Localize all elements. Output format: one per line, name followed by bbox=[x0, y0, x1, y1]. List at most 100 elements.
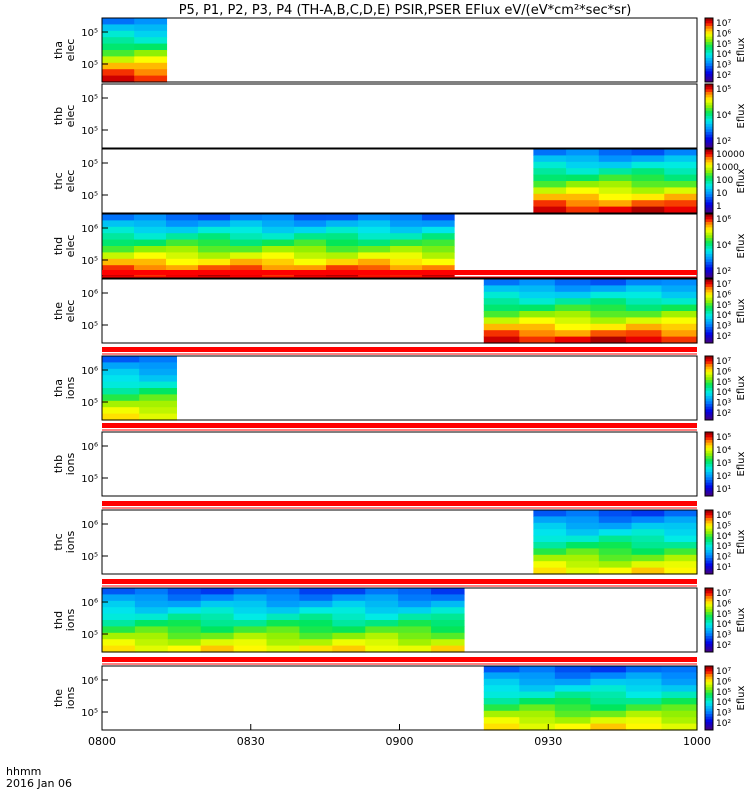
spectrogram-cell bbox=[483, 279, 520, 286]
colorbar-segment bbox=[705, 214, 713, 218]
colorbar-segment bbox=[705, 598, 713, 602]
colorbar-segment bbox=[705, 129, 713, 133]
colorbar-frame bbox=[704, 83, 714, 149]
panel-ylabel: ions bbox=[64, 608, 77, 631]
colorbar-segment bbox=[705, 714, 713, 718]
spectrogram-cell bbox=[431, 588, 465, 595]
spectrogram-cell bbox=[631, 168, 665, 176]
spectrogram-cell bbox=[102, 246, 135, 253]
spectrogram-cell bbox=[554, 717, 591, 725]
spectrogram-cell bbox=[625, 279, 663, 286]
spectrogram-cell bbox=[233, 600, 268, 608]
spectrogram-cell bbox=[566, 200, 600, 208]
spectrogram-cell bbox=[519, 666, 556, 673]
colorbar-segment bbox=[705, 536, 713, 540]
colorbar-segment bbox=[705, 638, 713, 642]
colorbar-segment bbox=[705, 480, 713, 484]
spectrogram-cell bbox=[134, 43, 168, 51]
spectrogram-cell bbox=[533, 187, 567, 195]
colorbar-segment bbox=[705, 614, 713, 618]
spectrogram-cell bbox=[166, 271, 199, 279]
spectrogram-cell bbox=[266, 594, 301, 602]
spectrogram-cell bbox=[294, 220, 327, 228]
colorbar-segment bbox=[705, 523, 713, 527]
colorbar-segment bbox=[705, 240, 713, 244]
colorbar-frame bbox=[704, 665, 714, 731]
colorbar-segment bbox=[705, 692, 713, 696]
colorbar-segment bbox=[705, 227, 713, 231]
colorbar-segment bbox=[705, 622, 713, 626]
spectrogram-cell bbox=[422, 258, 455, 266]
colorbar-tick-label: 10² bbox=[716, 332, 731, 342]
colorbar-segment bbox=[705, 42, 713, 46]
colorbar-segment bbox=[705, 687, 713, 691]
spectrogram-cell bbox=[102, 645, 136, 653]
spectrogram-cell bbox=[533, 535, 567, 543]
colorbar-segment bbox=[705, 300, 713, 304]
colorbar-segment bbox=[705, 515, 713, 519]
colorbar-segment bbox=[705, 401, 713, 405]
spectrogram-cell bbox=[398, 594, 432, 602]
spectrogram-cell bbox=[233, 626, 268, 634]
spectrogram-cell bbox=[326, 239, 359, 247]
colorbar-frame bbox=[704, 509, 714, 575]
spectrogram-cell bbox=[554, 291, 591, 299]
spectrogram-cell bbox=[431, 607, 465, 615]
spectrogram-cell bbox=[134, 645, 169, 653]
spectrogram-cell bbox=[390, 239, 423, 247]
spectrogram-cell bbox=[134, 620, 169, 627]
spectrogram-cell bbox=[422, 233, 455, 241]
colorbar-frame bbox=[704, 431, 714, 497]
spectrogram-cell bbox=[664, 155, 698, 163]
spectrogram-cell bbox=[139, 381, 177, 389]
y-tick-label: 10⁵ bbox=[81, 630, 98, 641]
colorbar-segment bbox=[705, 20, 713, 24]
spectrogram-cell bbox=[134, 632, 169, 640]
spectrogram-cell bbox=[332, 620, 366, 627]
panel-frame bbox=[101, 148, 698, 214]
spectrogram-cell bbox=[664, 542, 698, 549]
spectrogram-cell bbox=[230, 258, 263, 266]
colorbar-segment bbox=[705, 568, 713, 572]
colorbar-segment bbox=[705, 267, 713, 271]
colorbar-segment bbox=[705, 445, 713, 449]
spectrogram-cell bbox=[519, 304, 556, 312]
colorbar-tick-label: 10⁶ bbox=[716, 290, 731, 300]
spectrogram-cell bbox=[566, 174, 600, 182]
spectrogram-cell bbox=[519, 698, 556, 705]
x-tick-label: 0900 bbox=[386, 735, 414, 748]
spectrogram-cell bbox=[167, 588, 202, 595]
spectrogram-cell bbox=[483, 710, 520, 718]
spectrogram-cell bbox=[483, 698, 520, 705]
colorbar-segment bbox=[705, 382, 713, 386]
colorbar-segment bbox=[705, 636, 713, 640]
y-tick-label: 10⁶ bbox=[81, 442, 98, 453]
spectrogram-cell bbox=[590, 717, 627, 725]
colorbar-segment bbox=[705, 205, 713, 209]
spectrogram-cell bbox=[102, 375, 140, 383]
colorbar-segment bbox=[705, 366, 713, 370]
spectrogram-cell bbox=[590, 698, 627, 705]
colorbar-segment bbox=[705, 116, 713, 120]
spectrogram-cell bbox=[365, 594, 399, 602]
spectrogram-cell bbox=[590, 304, 627, 312]
spectrogram-cell bbox=[533, 529, 567, 537]
colorbar-tick-label: 10⁶ bbox=[716, 511, 731, 521]
spectrogram-cell bbox=[566, 535, 600, 543]
spectrogram-cell bbox=[566, 187, 600, 195]
spectrogram-cell bbox=[398, 607, 432, 615]
colorbar-segment bbox=[705, 219, 713, 223]
spectrogram-cell bbox=[332, 600, 366, 608]
red-flag-band bbox=[102, 657, 697, 662]
colorbar-segment bbox=[705, 44, 713, 48]
spectrogram-cell bbox=[134, 607, 169, 615]
colorbar-segment bbox=[705, 159, 713, 163]
colorbar-segment bbox=[705, 510, 713, 514]
colorbar-segment bbox=[705, 409, 713, 413]
spectrogram-cell bbox=[102, 368, 140, 376]
spectrogram-cell bbox=[332, 626, 366, 634]
spectrogram-cell bbox=[664, 200, 698, 208]
spectrogram-cell bbox=[590, 678, 627, 686]
